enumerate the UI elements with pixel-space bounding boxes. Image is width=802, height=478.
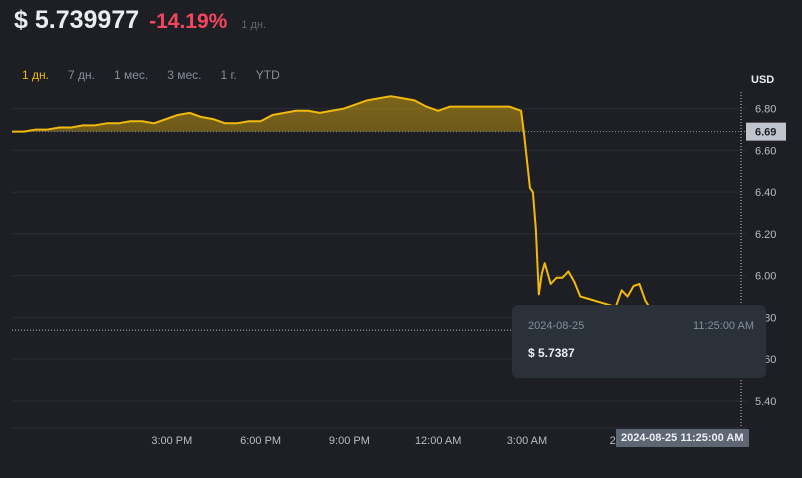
chart-tooltip: 2024-08-25 11:25:00 AM $ 5.7387 bbox=[512, 305, 766, 378]
range-tab-1d[interactable]: 1 дн. bbox=[22, 68, 49, 82]
price-header: $ 5.739977 -14.19% 1 дн. bbox=[14, 6, 266, 40]
range-tab-1m[interactable]: 1 мес. bbox=[113, 68, 149, 82]
range-tab-7d[interactable]: 7 дн. bbox=[67, 68, 95, 82]
cursor-time-label: 2024-08-25 11:25:00 AM bbox=[616, 429, 749, 447]
y-tick-label: 6.60 bbox=[755, 145, 776, 157]
tooltip-time: 11:25:00 AM bbox=[693, 320, 754, 332]
currency-label: USD bbox=[751, 74, 775, 86]
tooltip-date: 2024-08-25 bbox=[528, 320, 585, 332]
range-tab-1y[interactable]: 1 г. bbox=[220, 68, 237, 82]
price-change-percent: -14.19% bbox=[149, 10, 228, 33]
x-tick-label: 9:00 PM bbox=[329, 435, 370, 447]
range-tab-ytd[interactable]: YTD bbox=[255, 68, 280, 82]
price-series-line bbox=[12, 95, 659, 321]
y-tick-label: 5.40 bbox=[755, 396, 776, 408]
x-tick-label: 3:00 PM bbox=[151, 435, 192, 447]
time-range-selector: 1 дн. 7 дн. 1 мес. 3 мес. 1 г. YTD bbox=[22, 68, 299, 82]
change-period-label: 1 дн. bbox=[241, 19, 267, 31]
y-tick-label: 6.00 bbox=[755, 271, 776, 283]
reference-label-box bbox=[746, 122, 786, 141]
reference-label: 6.69 bbox=[755, 127, 776, 139]
current-price: $ 5.739977 bbox=[14, 6, 140, 34]
y-tick-label: 6.40 bbox=[755, 187, 776, 199]
range-tab-3m[interactable]: 3 мес. bbox=[167, 68, 202, 82]
tooltip-price: $ 5.7387 bbox=[528, 346, 575, 360]
x-tick-label: 3:00 AM bbox=[507, 435, 547, 447]
x-tick-label: 6:00 PM bbox=[240, 435, 281, 447]
y-tick-label: 6.80 bbox=[755, 104, 776, 116]
y-tick-label: 6.20 bbox=[755, 229, 776, 241]
x-tick-label: 12:00 AM bbox=[415, 435, 461, 447]
price-area-fill bbox=[12, 96, 658, 132]
